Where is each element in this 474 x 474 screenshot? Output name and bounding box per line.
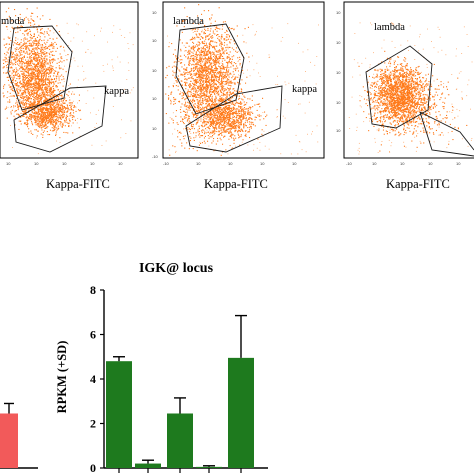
- gate-label-kappa: kappa: [292, 84, 317, 95]
- y-axis-label: RPKM (+SD): [55, 341, 69, 414]
- gate-label-kappa: kappa: [104, 86, 129, 97]
- tick-label: 10: [152, 38, 157, 43]
- tick-label: 10: [152, 10, 157, 15]
- tick-label: 10: [400, 161, 405, 166]
- tick-label: 10: [456, 161, 461, 166]
- event-cloud: [165, 4, 319, 156]
- x-axis-label: Kappa-FITC: [386, 177, 450, 191]
- tick-label: -10: [152, 154, 159, 159]
- bar: [196, 466, 222, 468]
- tick-label: 10: [62, 161, 67, 166]
- kappa-gate: [13, 85, 107, 153]
- tick-label: -10: [163, 161, 170, 166]
- event-cloud: [2, 7, 134, 155]
- tick-label: 10: [372, 161, 377, 166]
- tick-label: 10: [336, 128, 341, 133]
- tick-label: 10: [34, 161, 39, 166]
- lambda-gate: [365, 45, 433, 129]
- igk-bar-chart: IGK@ locus RPKM (+SD) 0 2 4 6 8: [55, 261, 268, 474]
- flow-plot-1: mbda kappa 10 10 10 10 10 Kappa-FITC: [0, 1, 139, 191]
- chart-title: IGK@ locus: [139, 261, 214, 276]
- tick-label: 10: [336, 70, 341, 75]
- x-axis-label: Kappa-FITC: [46, 177, 110, 191]
- x-tick-labels: -10 10 10 10 10: [346, 161, 461, 166]
- plot-frame: [343, 1, 474, 159]
- y-tick-label: 0: [90, 461, 96, 474]
- tick-label: -10: [346, 161, 353, 166]
- tick-label: 10: [118, 161, 123, 166]
- y-tick-label: 8: [90, 283, 96, 297]
- x-axis-label: Kappa-FITC: [204, 177, 268, 191]
- tick-label: 10: [196, 161, 201, 166]
- gate-label-lambda: lambda: [173, 16, 204, 27]
- kappa-gate: [185, 85, 283, 153]
- tick-label: 10: [228, 161, 233, 166]
- y-axis: 0 2 4 6 8: [90, 283, 105, 474]
- flow-plot-3: lambda 10 10 10 10 10 -10 10 10 10 10 Ka…: [336, 1, 474, 191]
- gate-label-lambda: mbda: [1, 16, 25, 27]
- x-tick-labels: 10 10 10 10 10: [6, 161, 123, 166]
- y-tick-label: 2: [90, 417, 96, 431]
- bar: [135, 463, 161, 468]
- y-tick-labels: 10 10 10 10 10 -10: [152, 10, 159, 159]
- lambda-gate: [175, 23, 245, 115]
- tick-label: 10: [152, 96, 157, 101]
- tick-label: 10: [260, 161, 265, 166]
- tick-label: 10: [336, 40, 341, 45]
- tick-label: 10: [152, 68, 157, 73]
- y-tick-label: 4: [90, 372, 96, 386]
- x-tick-labels: -10 10 10 10 10: [163, 161, 297, 166]
- tick-label: 10: [428, 161, 433, 166]
- gate-label-lambda: lambda: [374, 22, 405, 33]
- plot-frame: [162, 1, 325, 159]
- tick-label: 10: [90, 161, 95, 166]
- partial-bar-chart: [0, 402, 38, 469]
- tick-label: 10: [336, 10, 341, 15]
- bar: [106, 361, 132, 468]
- plot-frame: [0, 1, 139, 159]
- flow-plot-2: lambda kappa 10 10 10 10 10 -10 -10 10 1…: [152, 1, 325, 191]
- bars: [106, 314, 254, 473]
- y-tick-label: 6: [90, 328, 96, 342]
- bar: [0, 413, 18, 468]
- bar: [167, 413, 193, 468]
- kappa-gate-partial: [419, 111, 474, 157]
- bars: [0, 402, 18, 468]
- event-cloud: [348, 22, 473, 155]
- tick-label: 10: [336, 100, 341, 105]
- lambda-gate: [7, 25, 73, 111]
- tick-label: 10: [152, 126, 157, 131]
- y-tick-labels: 10 10 10 10 10: [336, 10, 341, 133]
- tick-label: 10: [292, 161, 297, 166]
- tick-label: 10: [6, 161, 11, 166]
- bar: [228, 357, 254, 468]
